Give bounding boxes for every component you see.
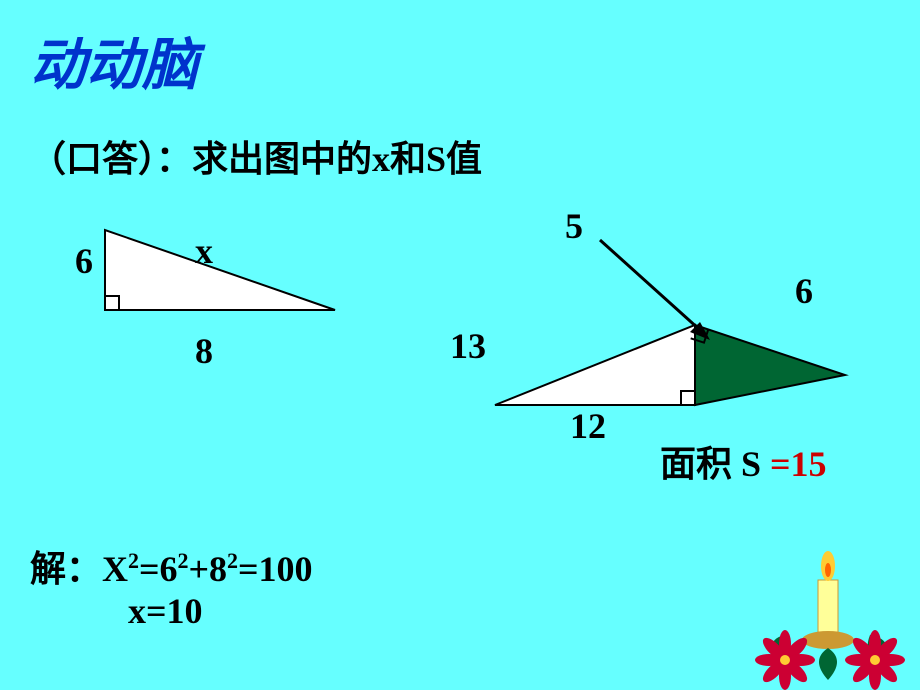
sol-rhs: =100 — [238, 549, 313, 589]
flower-right-icon — [845, 630, 905, 690]
subtitle-prefix: （口答）： — [30, 139, 192, 179]
sol-mid2: +8 — [189, 549, 228, 589]
triangle-2-label-6: 6 — [795, 270, 813, 312]
area-value: 15 — [791, 444, 827, 484]
area-equals: = — [761, 444, 791, 484]
sol-mid1: =6 — [139, 549, 178, 589]
triangle-1-label-leg-a: 6 — [75, 240, 93, 282]
triangle-1-label-hypotenuse: x — [195, 230, 213, 272]
sol-exp1: 2 — [128, 548, 139, 573]
decoration-candle-flowers — [730, 530, 920, 690]
sol-exp3: 2 — [227, 548, 238, 573]
leaf-icon — [819, 648, 837, 680]
triangle-2-label-5: 5 — [565, 205, 583, 247]
triangle-2-label-13: 13 — [450, 325, 486, 367]
flower-left-icon — [755, 630, 815, 690]
solution-prefix: 解： — [30, 549, 102, 589]
candle-holder-icon — [802, 631, 854, 649]
area-result: 面积 S =15 — [660, 435, 827, 487]
triangle-1 — [75, 225, 355, 335]
area-prefix: 面积 S — [660, 444, 761, 484]
sol-lhs: X — [102, 549, 128, 589]
sol-exp2: 2 — [178, 548, 189, 573]
question-text: （口答）：求出图中的x和S值 — [30, 130, 482, 182]
solution-line-1: 解：X2=62+82=100 — [30, 540, 313, 592]
triangle-2-label-12: 12 — [570, 405, 606, 447]
triangle-1-shape — [105, 230, 335, 310]
page-title: 动动脑 — [30, 20, 198, 101]
triangle-1-label-leg-b: 8 — [195, 330, 213, 372]
solution-line-2: x=10 — [128, 590, 203, 632]
subtitle-body: 求出图中的x和S值 — [192, 139, 482, 179]
flame-inner-icon — [825, 563, 831, 577]
pointer-arrow — [575, 225, 735, 365]
